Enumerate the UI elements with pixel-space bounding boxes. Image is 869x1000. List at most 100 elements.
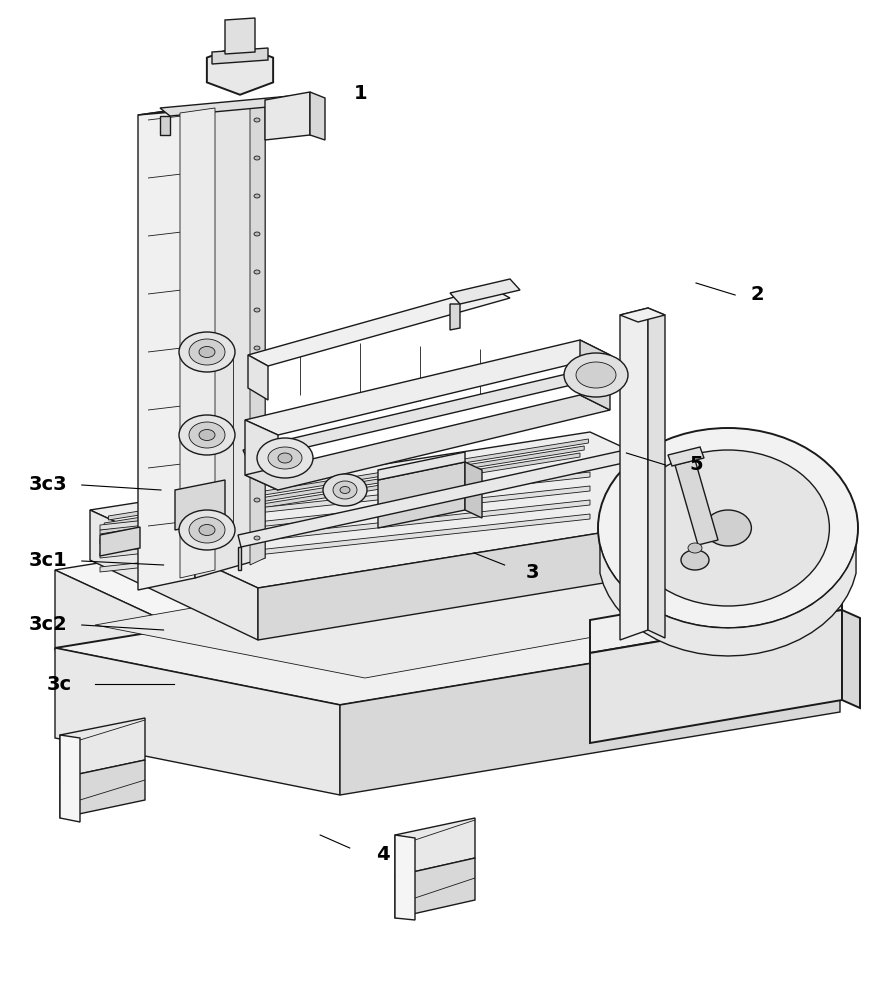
Ellipse shape bbox=[680, 550, 708, 570]
Polygon shape bbox=[60, 718, 145, 778]
Ellipse shape bbox=[254, 232, 260, 236]
Polygon shape bbox=[600, 545, 855, 656]
Polygon shape bbox=[265, 92, 309, 140]
Polygon shape bbox=[395, 858, 474, 918]
Text: 3c: 3c bbox=[47, 674, 71, 694]
Polygon shape bbox=[395, 835, 415, 920]
Polygon shape bbox=[449, 304, 460, 330]
Ellipse shape bbox=[179, 510, 235, 550]
Ellipse shape bbox=[199, 347, 215, 358]
Polygon shape bbox=[138, 107, 195, 590]
Polygon shape bbox=[90, 510, 258, 640]
Polygon shape bbox=[620, 308, 647, 640]
Text: 4: 4 bbox=[375, 845, 389, 864]
Polygon shape bbox=[340, 622, 839, 795]
Polygon shape bbox=[395, 818, 474, 876]
Ellipse shape bbox=[254, 194, 260, 198]
Ellipse shape bbox=[179, 415, 235, 455]
Polygon shape bbox=[55, 565, 839, 705]
Polygon shape bbox=[449, 279, 520, 304]
Text: 5: 5 bbox=[688, 456, 702, 475]
Polygon shape bbox=[245, 420, 278, 490]
Polygon shape bbox=[90, 432, 754, 588]
Polygon shape bbox=[249, 100, 265, 565]
Polygon shape bbox=[667, 447, 703, 466]
Text: 3: 3 bbox=[525, 562, 539, 582]
Polygon shape bbox=[188, 520, 215, 540]
Polygon shape bbox=[258, 508, 754, 640]
Ellipse shape bbox=[254, 536, 260, 540]
Polygon shape bbox=[464, 462, 481, 518]
Polygon shape bbox=[100, 514, 589, 572]
Ellipse shape bbox=[254, 156, 260, 160]
Polygon shape bbox=[60, 735, 80, 822]
Polygon shape bbox=[238, 450, 627, 547]
Ellipse shape bbox=[322, 474, 367, 506]
Polygon shape bbox=[180, 108, 215, 578]
Ellipse shape bbox=[256, 438, 313, 478]
Polygon shape bbox=[580, 340, 609, 410]
Text: 2: 2 bbox=[749, 286, 763, 304]
Polygon shape bbox=[242, 372, 580, 461]
Polygon shape bbox=[377, 462, 464, 528]
Polygon shape bbox=[138, 100, 265, 115]
Ellipse shape bbox=[340, 487, 349, 493]
Ellipse shape bbox=[254, 270, 260, 274]
Ellipse shape bbox=[333, 481, 356, 499]
Polygon shape bbox=[225, 18, 255, 54]
Polygon shape bbox=[160, 116, 169, 135]
Polygon shape bbox=[100, 500, 589, 558]
Ellipse shape bbox=[254, 308, 260, 312]
Ellipse shape bbox=[189, 339, 225, 365]
Ellipse shape bbox=[278, 453, 292, 463]
Ellipse shape bbox=[268, 447, 302, 469]
Polygon shape bbox=[95, 546, 809, 678]
Ellipse shape bbox=[189, 422, 225, 448]
Ellipse shape bbox=[575, 362, 615, 388]
Polygon shape bbox=[109, 439, 587, 520]
Polygon shape bbox=[188, 342, 215, 362]
Ellipse shape bbox=[626, 450, 828, 606]
Ellipse shape bbox=[254, 346, 260, 350]
Polygon shape bbox=[620, 308, 664, 322]
Text: 3c1: 3c1 bbox=[29, 552, 67, 570]
Polygon shape bbox=[100, 453, 580, 534]
Polygon shape bbox=[245, 395, 609, 490]
Polygon shape bbox=[104, 446, 583, 527]
Ellipse shape bbox=[687, 543, 701, 553]
Polygon shape bbox=[248, 287, 509, 366]
Polygon shape bbox=[248, 355, 268, 400]
Polygon shape bbox=[841, 610, 859, 708]
Polygon shape bbox=[647, 308, 664, 638]
Polygon shape bbox=[309, 92, 325, 140]
Ellipse shape bbox=[254, 498, 260, 502]
Polygon shape bbox=[100, 472, 589, 530]
Ellipse shape bbox=[189, 517, 225, 543]
Polygon shape bbox=[674, 460, 717, 545]
Ellipse shape bbox=[254, 422, 260, 426]
Polygon shape bbox=[195, 100, 265, 578]
Ellipse shape bbox=[563, 353, 627, 397]
Polygon shape bbox=[188, 425, 215, 445]
Polygon shape bbox=[100, 486, 589, 544]
Text: 3c2: 3c2 bbox=[29, 615, 67, 635]
Polygon shape bbox=[55, 570, 335, 780]
Ellipse shape bbox=[254, 384, 260, 388]
Polygon shape bbox=[60, 760, 145, 818]
Polygon shape bbox=[207, 45, 273, 95]
Ellipse shape bbox=[254, 118, 260, 122]
Polygon shape bbox=[55, 488, 839, 700]
Polygon shape bbox=[100, 527, 140, 556]
Ellipse shape bbox=[199, 430, 215, 440]
Polygon shape bbox=[245, 340, 609, 435]
Polygon shape bbox=[175, 480, 225, 530]
Text: 1: 1 bbox=[354, 84, 368, 103]
Ellipse shape bbox=[597, 428, 857, 628]
Ellipse shape bbox=[704, 510, 751, 546]
Ellipse shape bbox=[179, 332, 235, 372]
Polygon shape bbox=[589, 576, 841, 653]
Text: 3c3: 3c3 bbox=[29, 476, 67, 494]
Polygon shape bbox=[55, 648, 340, 795]
Polygon shape bbox=[377, 452, 464, 480]
Ellipse shape bbox=[199, 524, 215, 536]
